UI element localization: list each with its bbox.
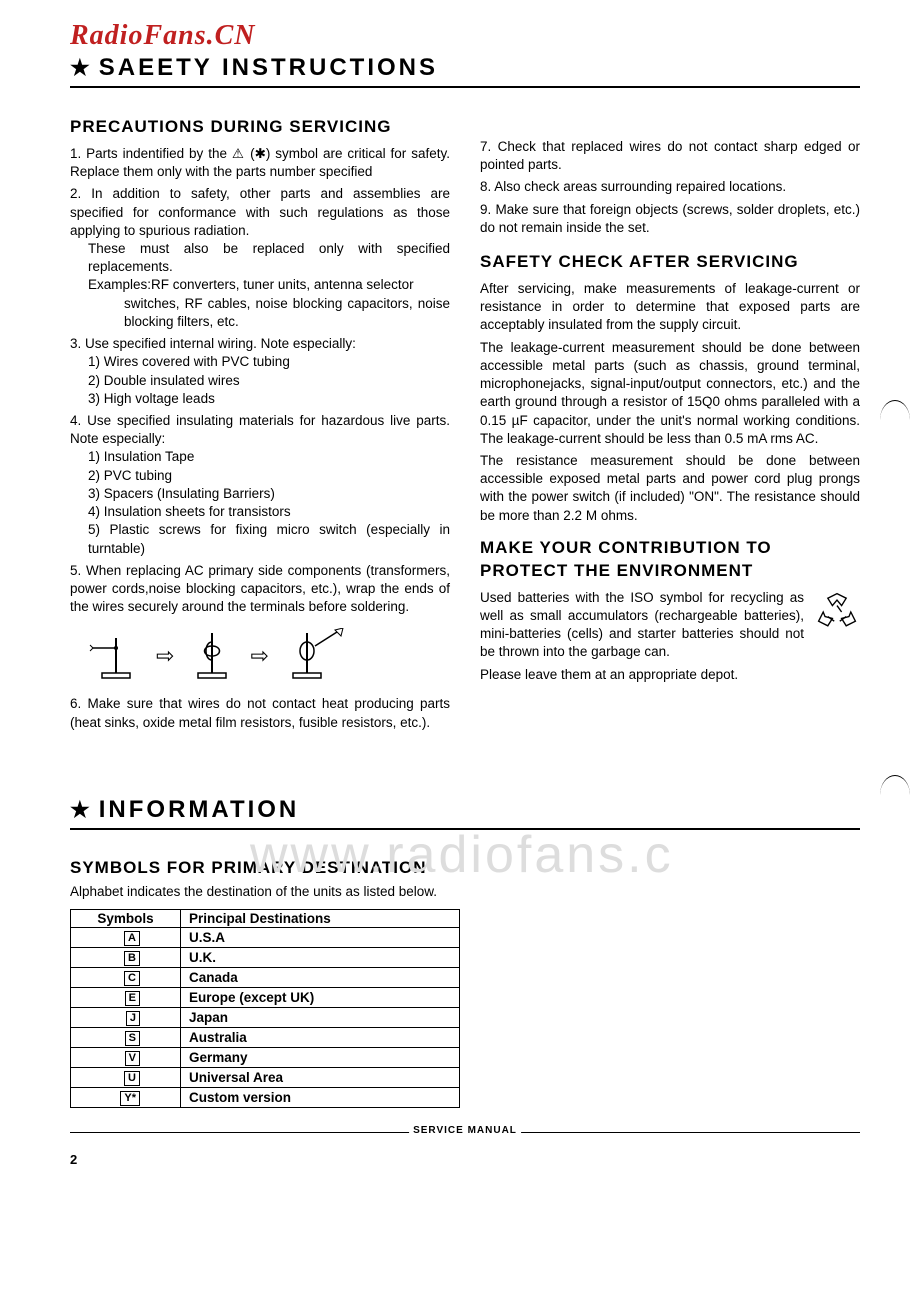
info-title-text: INFORMATION <box>99 796 300 823</box>
table-row: AU.S.A <box>71 927 460 947</box>
solder-diagram: ⇨ ⇨ <box>88 628 450 683</box>
safety-title-text: SAEETY INSTRUCTIONS <box>99 54 438 81</box>
table-header: Principal Destinations <box>181 909 460 927</box>
page-curl-mark <box>880 400 910 420</box>
symbol-cell: S <box>71 1027 181 1047</box>
precaution-item: 8. Also check areas surrounding repaired… <box>480 178 860 196</box>
symbol-cell: A <box>71 927 181 947</box>
recycle-icon <box>814 589 860 635</box>
two-column-layout: PRECAUTIONS DURING SERVICING 1. Parts in… <box>70 116 860 736</box>
destination-cell: Canada <box>181 967 460 987</box>
symbol-cell: J <box>71 1007 181 1027</box>
destination-cell: Universal Area <box>181 1067 460 1087</box>
env-paragraph: Used batteries with the ISO symbol for r… <box>480 589 804 662</box>
destination-cell: Japan <box>181 1007 460 1027</box>
table-row: SAustralia <box>71 1027 460 1047</box>
arrow-icon: ⇨ <box>156 641 174 671</box>
symbol-cell: Y* <box>71 1087 181 1107</box>
precaution-item: 6. Make sure that wires do not contact h… <box>70 695 450 731</box>
table-header: Symbols <box>71 909 181 927</box>
footer-label: SERVICE MANUAL <box>409 1125 521 1136</box>
symbol-cell: V <box>71 1047 181 1067</box>
symbols-heading: SYMBOLS FOR PRIMARY DESTINATION <box>70 858 860 878</box>
section-info-title: ★INFORMATION <box>70 796 860 830</box>
star-icon: ★ <box>70 55 93 80</box>
table-row: JJapan <box>71 1007 460 1027</box>
table-row: EEurope (except UK) <box>71 987 460 1007</box>
destination-cell: Australia <box>181 1027 460 1047</box>
safety-check-heading: SAFETY CHECK AFTER SERVICING <box>480 251 860 274</box>
section-safety-title: ★SAEETY INSTRUCTIONS <box>70 54 860 88</box>
solder-step2-icon <box>192 628 232 683</box>
left-column: PRECAUTIONS DURING SERVICING 1. Parts in… <box>70 116 450 736</box>
brand-logo: RadioFans.CN <box>70 20 860 52</box>
precaution-item: 2. In addition to safety, other parts an… <box>70 185 450 331</box>
solder-step1-icon <box>88 628 138 683</box>
precaution-item: 9. Make sure that foreign objects (screw… <box>480 201 860 237</box>
table-row: CCanada <box>71 967 460 987</box>
symbol-cell: B <box>71 947 181 967</box>
right-column: 7. Check that replaced wires do not cont… <box>480 116 860 736</box>
table-row: Y*Custom version <box>71 1087 460 1107</box>
symbol-cell: E <box>71 987 181 1007</box>
destination-cell: Germany <box>181 1047 460 1067</box>
safety-paragraph: The leakage-current measurement should b… <box>480 339 860 448</box>
star-icon: ★ <box>70 797 93 822</box>
symbol-cell: C <box>71 967 181 987</box>
precaution-item: 1. Parts indentified by the ⚠ (✱) symbol… <box>70 145 450 181</box>
table-row: BU.K. <box>71 947 460 967</box>
arrow-icon: ⇨ <box>250 641 268 671</box>
table-row: UUniversal Area <box>71 1067 460 1087</box>
precaution-item: 3. Use specified internal wiring. Note e… <box>70 335 450 408</box>
page-curl-mark <box>880 775 910 795</box>
safety-paragraph: After servicing, make measurements of le… <box>480 280 860 335</box>
destination-cell: Custom version <box>181 1087 460 1107</box>
page-number: 2 <box>70 1152 860 1167</box>
precaution-item: 4. Use specified insulating materials fo… <box>70 412 450 558</box>
symbol-cell: U <box>71 1067 181 1087</box>
solder-step3-icon <box>287 628 347 683</box>
precautions-heading: PRECAUTIONS DURING SERVICING <box>70 116 450 139</box>
destination-cell: Europe (except UK) <box>181 987 460 1007</box>
environment-heading: MAKE YOUR CONTRIBUTION TO PROTECT THE EN… <box>480 537 860 583</box>
footer-rule: SERVICE MANUAL <box>70 1132 860 1146</box>
precaution-item: 7. Check that replaced wires do not cont… <box>480 138 860 174</box>
symbols-intro: Alphabet indicates the destination of th… <box>70 884 450 899</box>
destination-cell: U.K. <box>181 947 460 967</box>
destination-cell: U.S.A <box>181 927 460 947</box>
env-paragraph: Please leave them at an appropriate depo… <box>480 666 860 684</box>
precaution-item: 5. When replacing AC primary side compon… <box>70 562 450 617</box>
destination-table: Symbols Principal Destinations AU.S.ABU.… <box>70 909 460 1108</box>
safety-paragraph: The resistance measurement should be don… <box>480 452 860 525</box>
table-row: VGermany <box>71 1047 460 1067</box>
